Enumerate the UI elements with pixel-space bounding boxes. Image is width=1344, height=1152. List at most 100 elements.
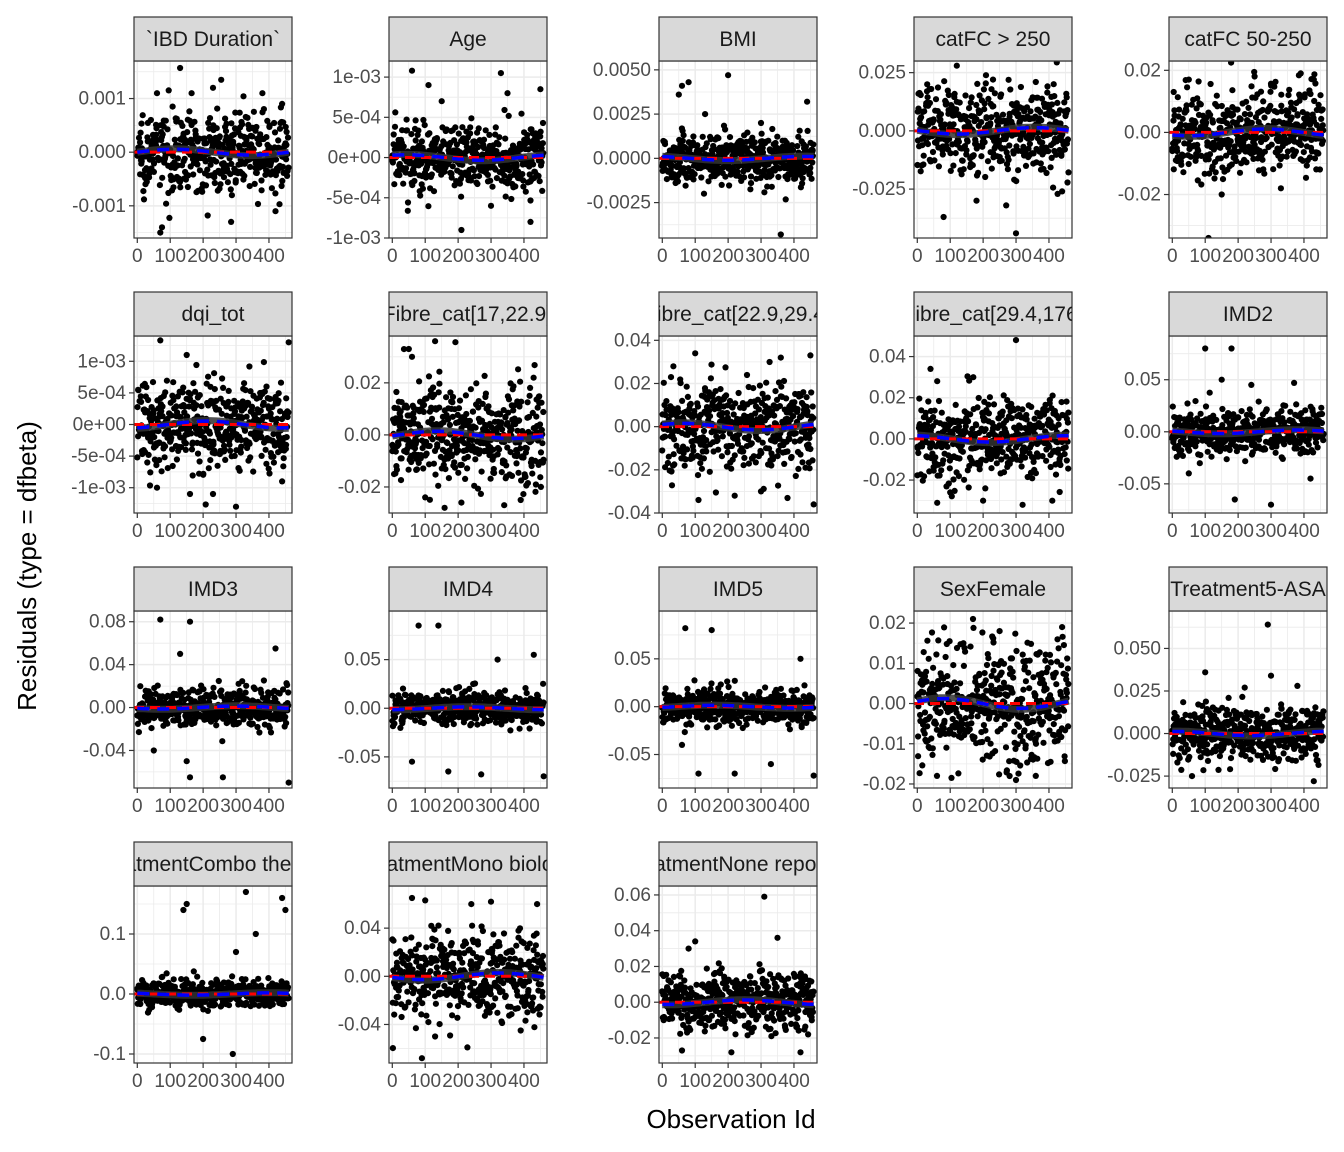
data-point (1064, 179, 1071, 186)
data-point (1228, 61, 1235, 66)
data-point (263, 383, 270, 390)
data-point (237, 449, 244, 456)
data-point (1255, 398, 1262, 405)
fitted-trend-line (917, 434, 1069, 444)
data-point (684, 393, 692, 400)
data-point (799, 175, 806, 182)
data-point (690, 133, 697, 140)
data-point (1187, 411, 1194, 418)
data-point (396, 172, 403, 179)
data-point (256, 141, 263, 148)
data-point (527, 197, 534, 204)
data-point (719, 433, 726, 440)
data-point (496, 446, 503, 453)
data-point (170, 184, 177, 191)
data-point (468, 115, 475, 122)
data-point (179, 389, 186, 396)
data-point (275, 390, 282, 397)
data-point (1058, 399, 1065, 406)
data-point (728, 465, 735, 472)
outlier-point (537, 86, 544, 93)
data-point (173, 115, 180, 122)
data-point (1064, 107, 1071, 114)
data-point (417, 452, 424, 459)
data-point (257, 131, 264, 138)
data-point (436, 380, 443, 387)
data-point (1038, 117, 1045, 124)
data-point (398, 455, 405, 462)
data-point (955, 423, 963, 430)
data-point (258, 177, 265, 184)
y-tick-label: 0.000 (78, 142, 126, 163)
data-point (1194, 95, 1201, 102)
outlier-point (209, 84, 217, 91)
data-point (924, 141, 932, 148)
data-point (280, 455, 287, 462)
facet-strip (1168, 16, 1328, 62)
data-point (778, 383, 785, 390)
x-tick-label: 0 (1167, 246, 1178, 267)
data-point (804, 127, 811, 134)
data-point (660, 379, 667, 386)
data-point (810, 414, 817, 421)
y-tick-label: 0.04 (869, 347, 906, 368)
data-point (260, 399, 267, 406)
x-tick-label: 400 (508, 246, 540, 267)
data-point (998, 456, 1005, 463)
data-point (808, 389, 815, 396)
data-point (211, 179, 218, 187)
data-point (190, 171, 197, 178)
data-point (741, 174, 748, 181)
data-point (467, 130, 474, 137)
data-point (1209, 119, 1216, 126)
data-point (199, 188, 206, 195)
data-point (1027, 108, 1034, 115)
data-point (455, 130, 462, 137)
data-point (139, 112, 146, 119)
data-point (454, 411, 461, 418)
data-point (1294, 121, 1301, 128)
data-point (226, 441, 233, 448)
data-point (153, 125, 160, 132)
data-point (474, 180, 481, 188)
data-point (920, 161, 927, 168)
data-point (230, 141, 237, 148)
data-point (1004, 397, 1011, 404)
y-tick-label: 0.0050 (593, 60, 651, 81)
data-point (200, 470, 207, 477)
data-point (1271, 83, 1278, 90)
data-point (438, 143, 445, 150)
x-tick-label: 300 (1255, 521, 1287, 542)
data-point (425, 373, 433, 380)
data-point (177, 184, 184, 191)
data-point (478, 417, 486, 424)
data-point (1010, 150, 1017, 157)
data-point (270, 459, 277, 466)
data-point (1229, 87, 1236, 94)
data-point (178, 444, 185, 451)
data-point (184, 183, 191, 191)
outlier-point (209, 490, 217, 498)
data-point (526, 171, 533, 178)
data-point (150, 160, 158, 167)
data-point (207, 457, 214, 464)
data-point (809, 457, 816, 464)
data-point (522, 188, 529, 195)
data-point (726, 182, 733, 189)
data-point (449, 393, 457, 401)
data-point (1193, 438, 1200, 445)
data-point (690, 176, 697, 183)
data-point (516, 417, 523, 424)
data-point (284, 413, 291, 421)
data-point (539, 119, 547, 127)
data-point (700, 190, 708, 197)
data-point (282, 123, 289, 131)
data-point (487, 177, 494, 184)
data-point (156, 457, 163, 464)
data-point (1260, 98, 1267, 105)
data-point (970, 152, 977, 159)
data-point (134, 454, 141, 461)
data-point (1179, 452, 1186, 459)
data-point (523, 445, 530, 452)
data-point (513, 162, 520, 169)
